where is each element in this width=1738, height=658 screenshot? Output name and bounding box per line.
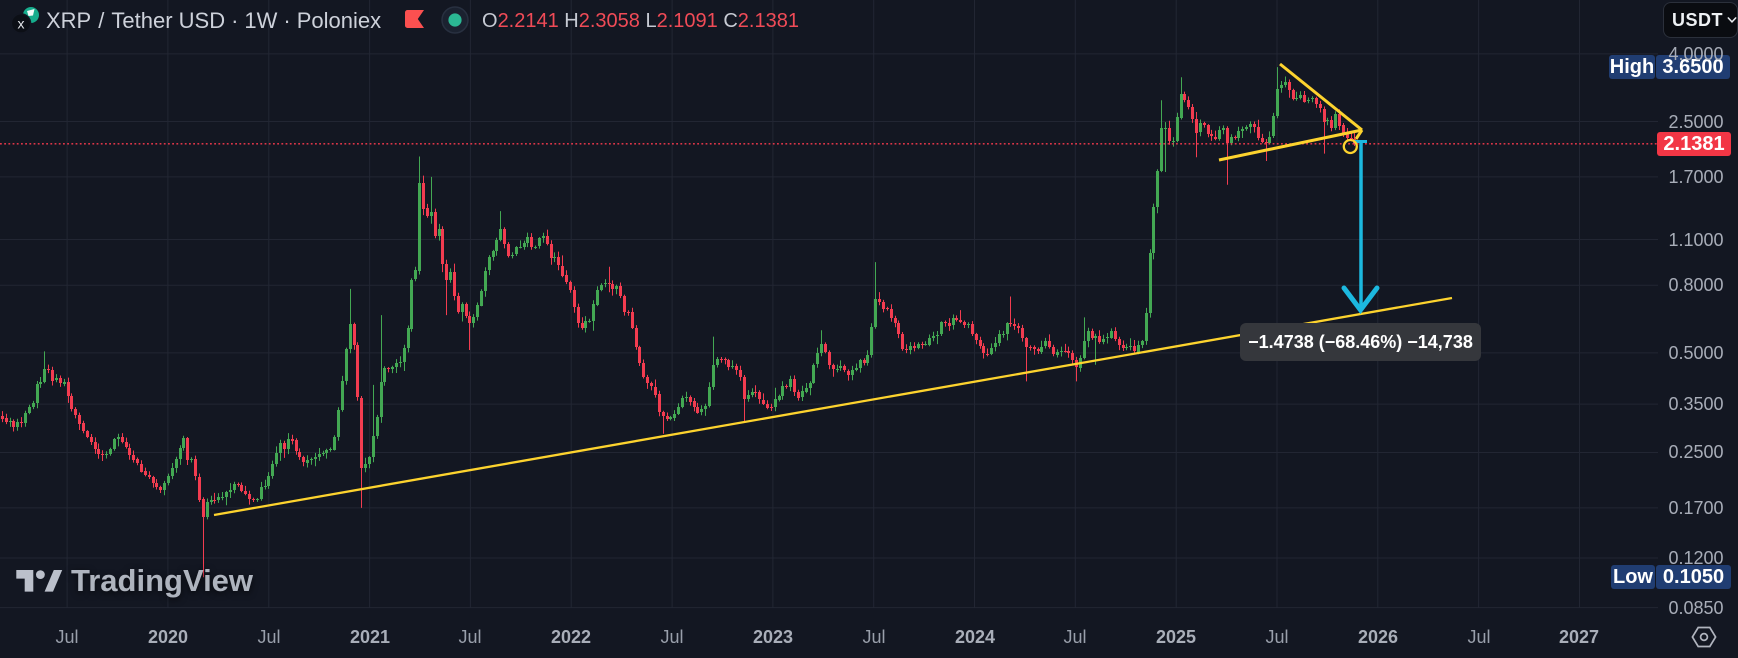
svg-text:x: x (18, 16, 25, 32)
